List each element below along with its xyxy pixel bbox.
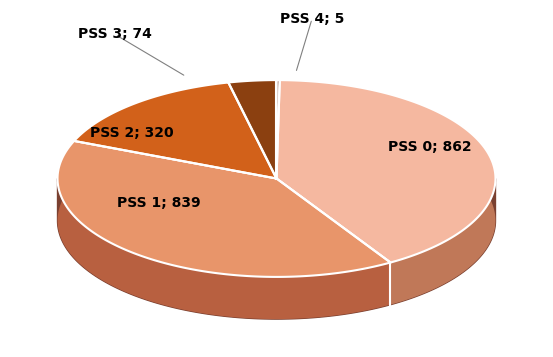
- Polygon shape: [280, 80, 495, 305]
- Polygon shape: [228, 80, 276, 178]
- Text: PSS 4; 5: PSS 4; 5: [280, 11, 345, 26]
- Text: PSS 2; 320: PSS 2; 320: [90, 126, 173, 140]
- Polygon shape: [58, 178, 495, 319]
- Polygon shape: [74, 82, 228, 183]
- Polygon shape: [276, 80, 495, 262]
- Polygon shape: [58, 141, 390, 319]
- Polygon shape: [276, 80, 280, 178]
- Text: PSS 1; 839: PSS 1; 839: [117, 196, 201, 210]
- Polygon shape: [58, 141, 390, 277]
- Polygon shape: [276, 80, 280, 122]
- Polygon shape: [74, 82, 276, 178]
- Text: PSS 0; 862: PSS 0; 862: [388, 140, 472, 154]
- Polygon shape: [228, 80, 276, 125]
- Text: PSS 3; 74: PSS 3; 74: [78, 27, 152, 41]
